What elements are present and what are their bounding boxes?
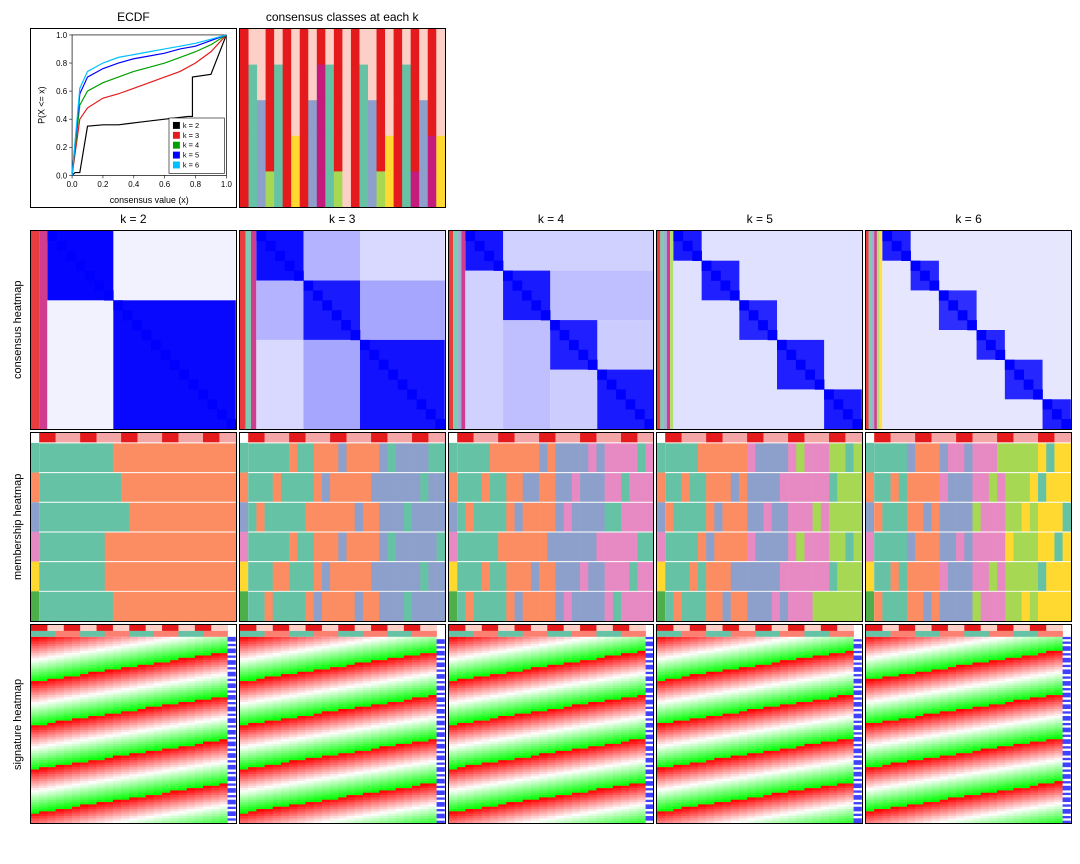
- svg-text:k = 6: k = 6: [183, 160, 199, 169]
- row-label-signature: signature heatmap: [8, 624, 28, 824]
- svg-text:0.0: 0.0: [56, 171, 68, 180]
- row-label-membership: membership heatmap: [8, 432, 28, 622]
- svg-text:0.2: 0.2: [56, 143, 67, 152]
- svg-text:k = 3: k = 3: [183, 131, 199, 140]
- tracking-panel: [239, 28, 446, 208]
- consensus-k4: [448, 230, 655, 430]
- k4-title: k = 4: [448, 210, 655, 228]
- consensus-k2: [30, 230, 237, 430]
- ecdf-title: ECDF: [30, 8, 237, 26]
- signature-k4: [448, 624, 655, 824]
- tracking-title: consensus classes at each k: [239, 8, 446, 26]
- svg-text:0.6: 0.6: [56, 87, 68, 96]
- membership-k4: [448, 432, 655, 622]
- signature-k3: [239, 624, 446, 824]
- svg-text:k = 2: k = 2: [183, 121, 199, 130]
- membership-k2: [30, 432, 237, 622]
- svg-text:0.6: 0.6: [159, 180, 171, 189]
- svg-text:0.2: 0.2: [97, 180, 108, 189]
- signature-k2: [30, 624, 237, 824]
- svg-text:consensus value (x): consensus value (x): [110, 195, 189, 205]
- consensus-k6: [865, 230, 1072, 430]
- consensus-k5: [656, 230, 863, 430]
- k3-title: k = 3: [239, 210, 446, 228]
- k2-title: k = 2: [30, 210, 237, 228]
- ecdf-panel: 0.0 0.2 0.4 0.6 0.8 1.0 0.0 0.2 0.4 0.6 0.8 1.0 cons…: [30, 28, 237, 208]
- signature-k6: [865, 624, 1072, 824]
- svg-text:k = 4: k = 4: [183, 141, 199, 150]
- svg-text:0.4: 0.4: [56, 115, 68, 124]
- signature-k5: [656, 624, 863, 824]
- membership-k5: [656, 432, 863, 622]
- consensus-k3: [239, 230, 446, 430]
- svg-text:P(X <= x): P(X <= x): [36, 86, 46, 124]
- membership-k3: [239, 432, 446, 622]
- k5-title: k = 5: [656, 210, 863, 228]
- svg-text:1.0: 1.0: [56, 31, 68, 40]
- svg-text:k = 5: k = 5: [183, 151, 199, 160]
- row-label-consensus: consensus heatmap: [8, 230, 28, 430]
- k6-title: k = 6: [865, 210, 1072, 228]
- svg-text:1.0: 1.0: [221, 180, 233, 189]
- svg-text:0.8: 0.8: [190, 180, 202, 189]
- figure-grid: ECDF consensus classes at each k 0.00.20…: [8, 8, 1072, 824]
- svg-text:0.4: 0.4: [128, 180, 140, 189]
- svg-text:0.8: 0.8: [56, 59, 68, 68]
- membership-k6: [865, 432, 1072, 622]
- svg-text:0.0: 0.0: [67, 180, 79, 189]
